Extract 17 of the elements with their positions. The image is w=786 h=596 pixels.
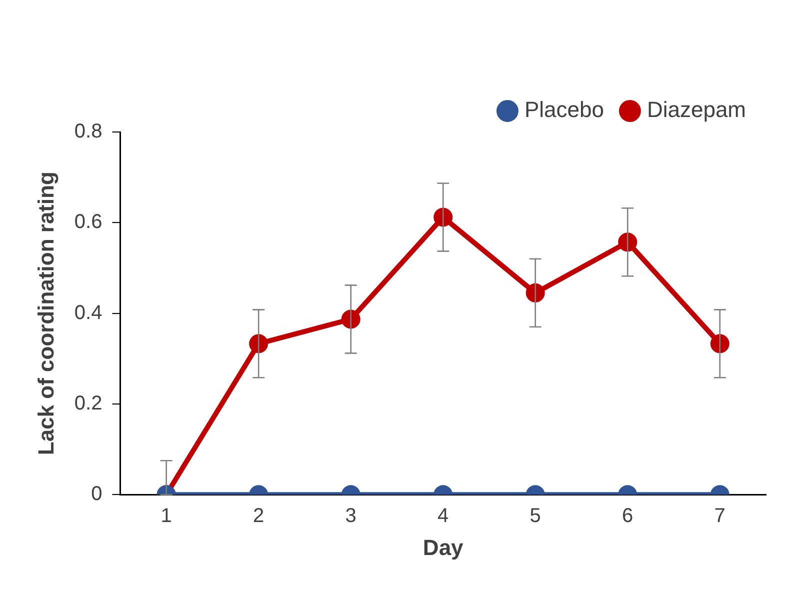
y-tick-label: 0.4 [74,302,102,324]
legend-label: Placebo [524,97,604,122]
y-axis-title: Lack of coordination rating [33,172,58,456]
x-tick-label: 7 [714,505,726,528]
x-axis-title: Day [422,534,464,560]
y-tick-label: 0.8 [74,120,102,143]
x-tick-label: 4 [438,505,449,528]
legend-label: Diazepam [646,97,746,122]
y-tick-label: 0 [91,483,102,506]
x-tick-label: 3 [345,505,356,528]
point [249,334,268,354]
y-tick-label: 0.2 [74,392,102,414]
x-tick-label: 6 [622,505,634,528]
x-tick-label: 5 [530,505,541,528]
y-tick-label: 0.6 [74,211,102,234]
x-tick-label: 2 [253,505,264,528]
x-tick-label: 1 [160,505,172,528]
